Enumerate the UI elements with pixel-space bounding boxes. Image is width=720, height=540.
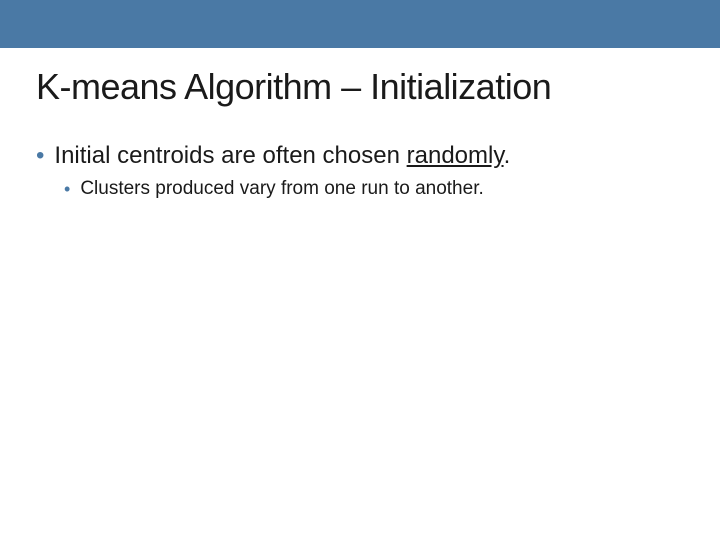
bullet-main-suffix: . bbox=[504, 142, 511, 169]
bullet-main: • Initial centroids are often chosen ran… bbox=[36, 140, 684, 171]
bullet-dot-icon: • bbox=[64, 180, 70, 198]
top-bar bbox=[0, 0, 720, 48]
bullet-main-text: Initial centroids are often chosen rando… bbox=[54, 140, 510, 171]
bullet-main-underlined: randomly bbox=[407, 142, 504, 169]
bullet-dot-icon: • bbox=[36, 144, 44, 168]
bullet-list: • Initial centroids are often chosen ran… bbox=[36, 140, 684, 202]
bullet-sub: • Clusters produced vary from one run to… bbox=[64, 177, 684, 202]
slide-content: K-means Algorithm – Initialization • Ini… bbox=[0, 48, 720, 202]
bullet-main-prefix: Initial centroids are often chosen bbox=[54, 142, 406, 169]
bullet-sub-text: Clusters produced vary from one run to a… bbox=[80, 177, 483, 202]
slide-title: K-means Algorithm – Initialization bbox=[36, 66, 684, 108]
